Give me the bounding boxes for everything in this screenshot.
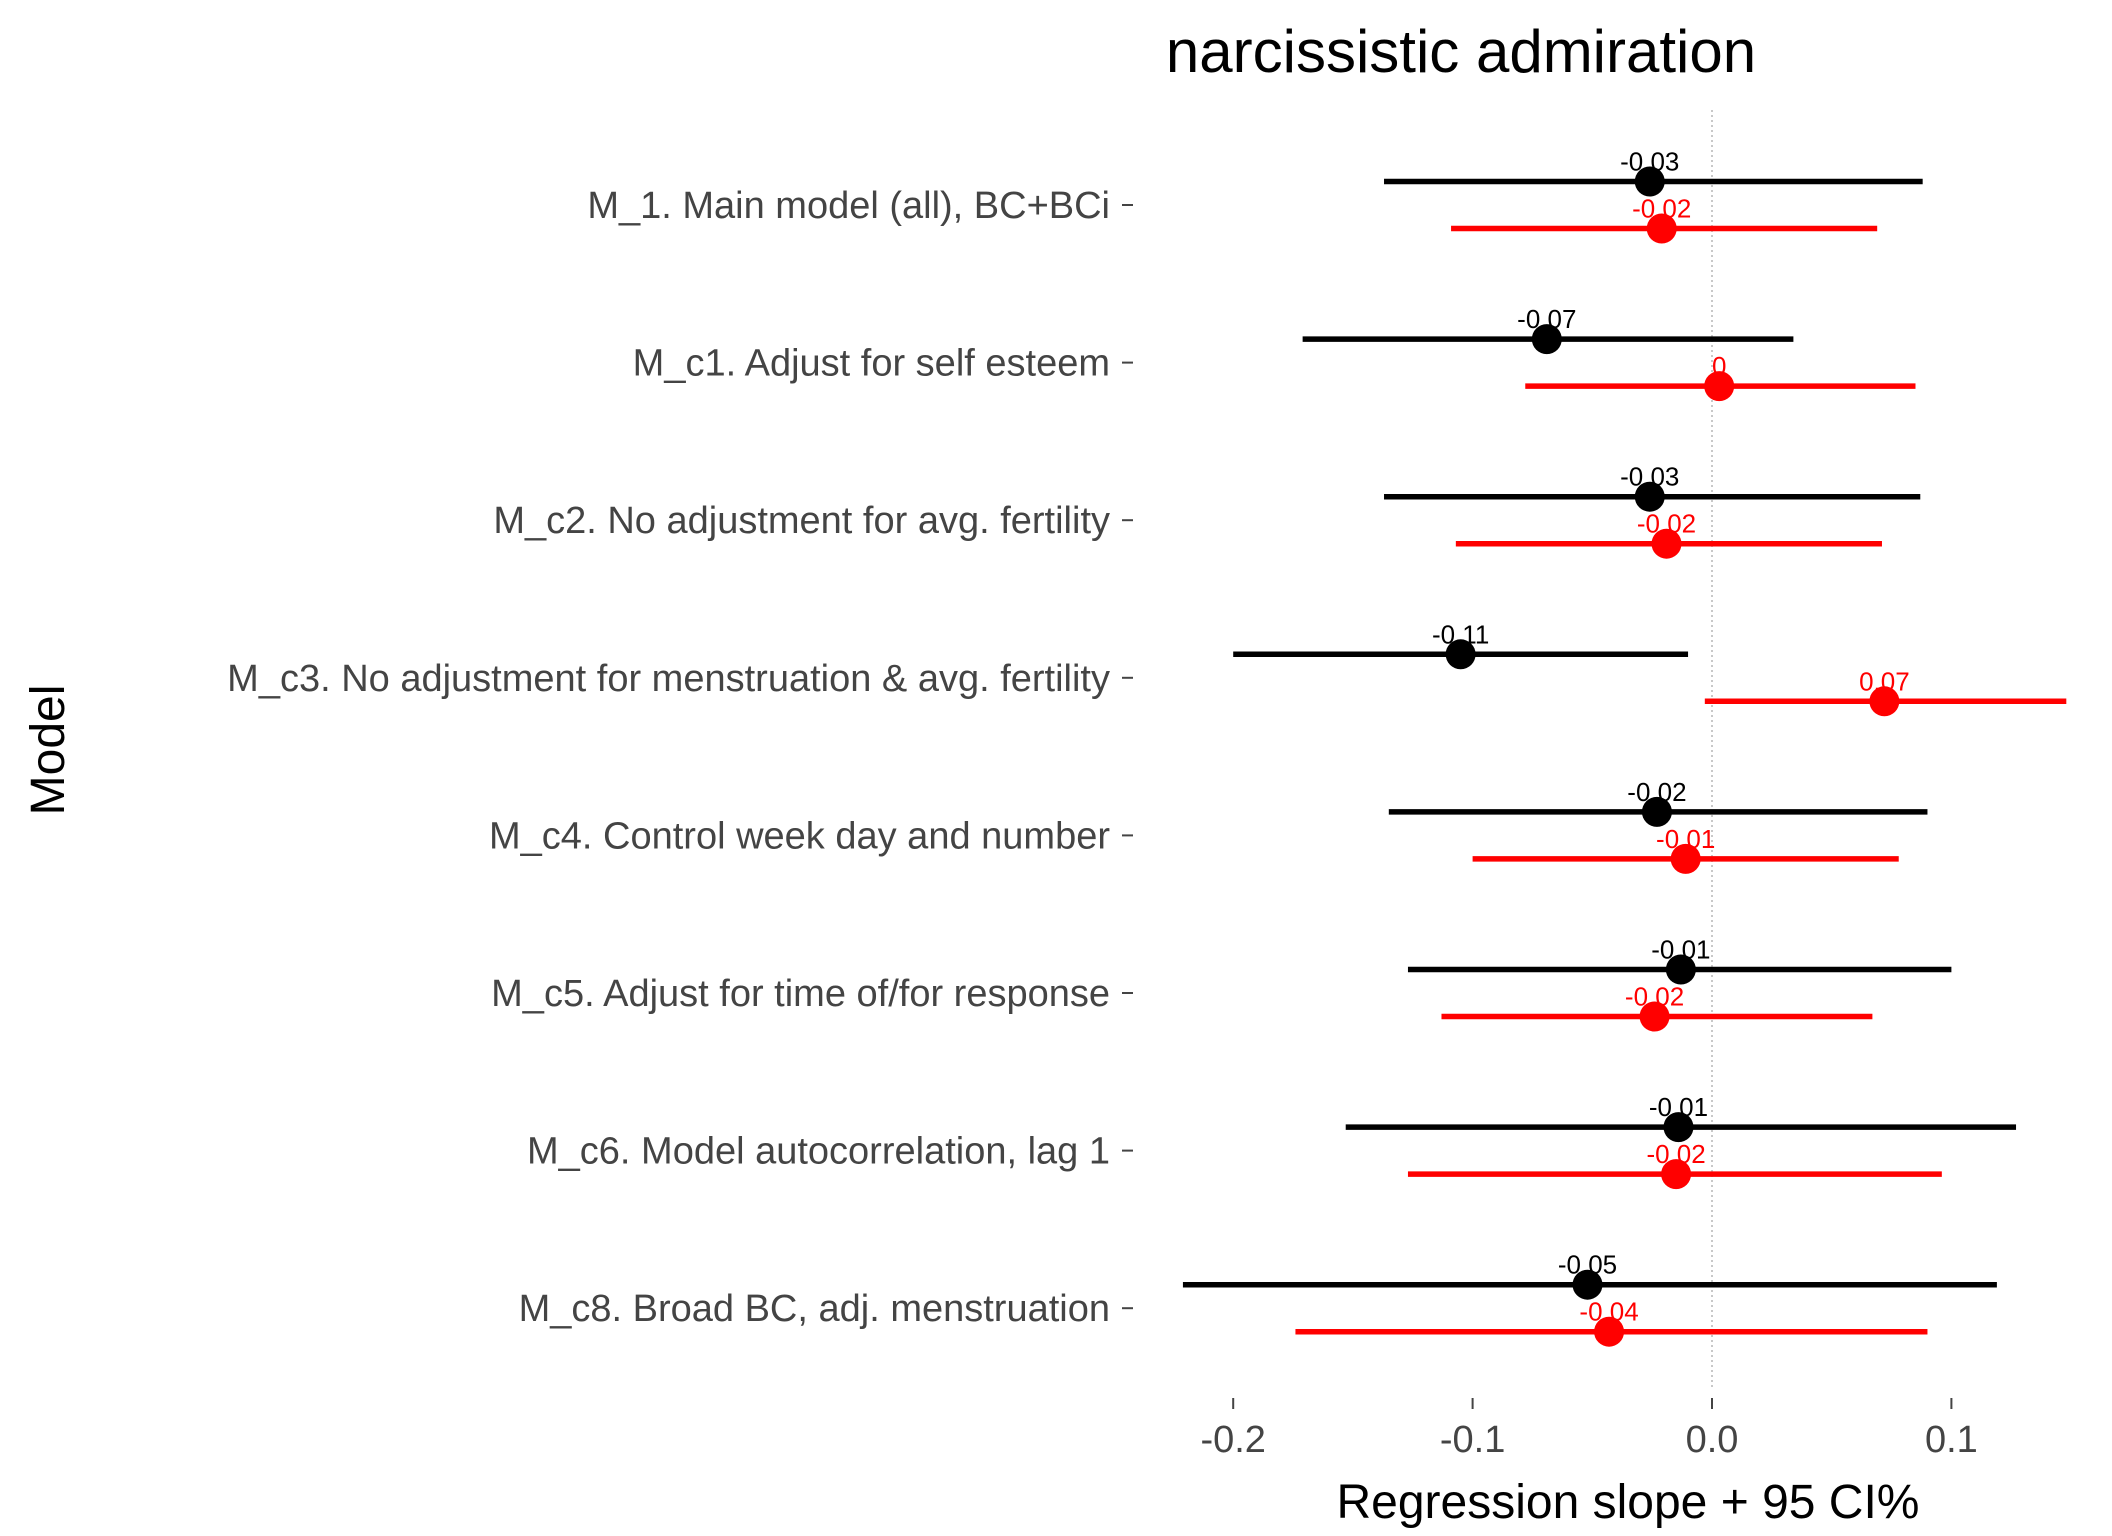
chart-title: narcissistic admiration	[1166, 18, 1756, 85]
estimate-label: -0.02	[1632, 194, 1691, 224]
x-axis-title: Regression slope + 95 CI%	[1337, 1476, 1920, 1529]
plot-area: -0.03 -0.07 -0.03 -0.11 -0.02 -0.01 -0.01 -0.05…	[1182, 110, 2067, 1388]
estimate-label: -0.01	[1656, 824, 1715, 854]
x-axis: -0.2 -0.1 0.0 0.1	[1200, 1398, 1978, 1461]
y-tick-label: M_c2. No adjustment for avg. fertility	[493, 500, 1110, 542]
estimate-point	[1663, 1112, 1694, 1143]
estimate-label: -0.04	[1579, 1297, 1638, 1327]
estimate-point	[1651, 528, 1682, 559]
estimate-label: -0.01	[1649, 1092, 1708, 1122]
y-axis-title: Model	[22, 685, 75, 816]
estimate-point	[1661, 1159, 1692, 1190]
estimate-point	[1445, 639, 1476, 670]
estimate-label: -0.02	[1637, 509, 1696, 539]
estimate-point	[1641, 796, 1672, 827]
y-tick-label: M_c6. Model autocorrelation, lag 1	[527, 1131, 1110, 1173]
estimate-point	[1670, 843, 1701, 874]
x-tick-label: -0.1	[1440, 1419, 1505, 1461]
y-tick-label: M_c1. Adjust for self esteem	[633, 343, 1110, 385]
estimate-label: -0.03	[1620, 147, 1679, 177]
y-tick-label: M_c8. Broad BC, adj. menstruation	[519, 1288, 1110, 1330]
estimate-label: 0.07	[1859, 666, 1910, 696]
estimate-point	[1572, 1269, 1603, 1300]
estimate-label: -0.02	[1646, 1139, 1705, 1169]
estimate-label: -0.03	[1620, 462, 1679, 492]
estimate-point	[1869, 686, 1900, 717]
estimate-point	[1646, 213, 1677, 244]
x-tick-label: -0.2	[1200, 1419, 1265, 1461]
estimate-label: -0.01	[1651, 935, 1710, 965]
estimate-label: -0.02	[1625, 982, 1684, 1012]
x-tick-label: 0.0	[1686, 1419, 1739, 1461]
y-tick-label: M_c5. Adjust for time of/for response	[491, 973, 1110, 1015]
y-tick-label: M_c3. No adjustment for menstruation & a…	[227, 658, 1110, 700]
estimate-label: -0.11	[1432, 619, 1489, 649]
estimate-point	[1634, 481, 1665, 512]
y-axis: M_1. Main model (all), BC+BCi M_c1. Adjus…	[227, 185, 1133, 1330]
estimate-point	[1531, 324, 1562, 355]
estimate-label: -0.05	[1558, 1250, 1617, 1280]
estimate-label: -0.02	[1627, 777, 1686, 807]
estimate-label: 0	[1712, 351, 1726, 381]
y-tick-label: M_1. Main model (all), BC+BCi	[587, 185, 1110, 227]
estimate-point	[1639, 1001, 1670, 1032]
y-tick-label: M_c4. Control week day and number	[489, 815, 1110, 857]
x-tick-label: 0.1	[1925, 1419, 1978, 1461]
estimate-point	[1704, 371, 1735, 402]
estimate-point	[1665, 954, 1696, 985]
estimate-point	[1594, 1316, 1625, 1347]
estimate-point	[1634, 166, 1665, 197]
estimate-label: -0.07	[1517, 304, 1576, 334]
